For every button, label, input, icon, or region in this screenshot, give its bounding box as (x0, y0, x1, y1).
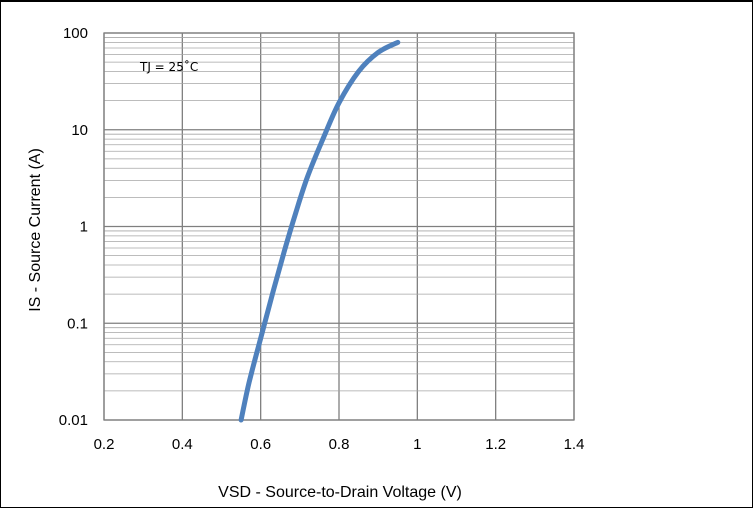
y-axis-title: IS - Source Current (A) (27, 148, 44, 312)
plot-border (103, 32, 575, 421)
x-tick-label: 0.8 (329, 436, 350, 453)
y-tick-label: 0.1 (67, 315, 88, 332)
x-tick-label: 1.4 (564, 436, 585, 453)
x-axis: 0.2 0.4 0.6 0.8 1 1.2 1.4 (94, 436, 585, 453)
annotation-temperature: TJ = 25˚C (139, 59, 198, 74)
x-tick-label: 0.2 (94, 436, 115, 453)
plot-area (103, 32, 575, 421)
y-axis: 0.01 0.1 1 10 100 (59, 25, 88, 429)
x-tick-label: 1.2 (485, 436, 506, 453)
y-tick-label: 0.01 (59, 412, 88, 429)
x-tick-label: 0.4 (172, 436, 193, 453)
y-tick-label: 1 (80, 219, 88, 236)
x-axis-title: VSD - Source-to-Drain Voltage (V) (218, 484, 462, 501)
x-tick-label: 1 (413, 436, 421, 453)
y-tick-label: 100 (63, 25, 88, 42)
x-tick-label: 0.6 (250, 436, 271, 453)
series-layer (238, 39, 401, 423)
grid (103, 32, 575, 421)
y-tick-label: 10 (71, 122, 88, 139)
series-line (238, 39, 401, 423)
